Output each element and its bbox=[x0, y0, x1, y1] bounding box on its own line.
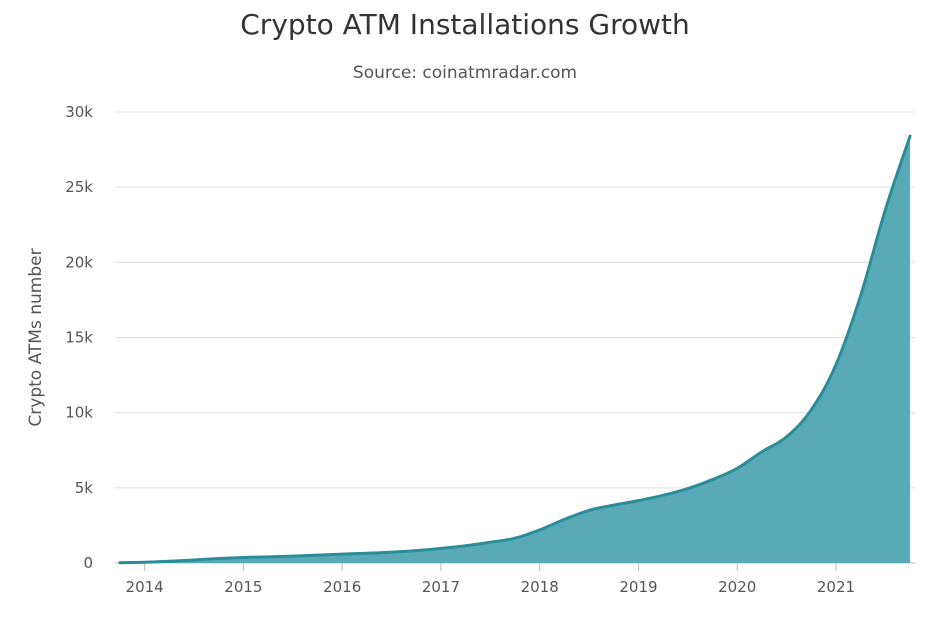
chart-subtitle: Source: coinatmradar.com bbox=[352, 63, 578, 83]
y-tick-label-5: 25k bbox=[65, 178, 93, 196]
y-tick-label-3: 15k bbox=[65, 329, 93, 347]
x-tick-label-6: 2020 bbox=[718, 578, 756, 596]
x-tick-label-5: 2019 bbox=[619, 578, 657, 596]
x-tick-label-3: 2017 bbox=[422, 578, 460, 596]
y-tick-label-1: 5k bbox=[75, 479, 94, 497]
chart-title: Crypto ATM Installations Growth bbox=[240, 8, 690, 41]
series-line-0 bbox=[118, 134, 912, 565]
x-tick-label-0: 2014 bbox=[126, 578, 164, 596]
y-tick-label-6: 30k bbox=[65, 103, 93, 121]
y-axis-label: Crypto ATMs number bbox=[26, 248, 46, 426]
y-tick-label-4: 20k bbox=[65, 253, 93, 271]
y-tick-label-2: 10k bbox=[65, 404, 93, 422]
y-tick-label-0: 0 bbox=[83, 554, 93, 572]
x-tick-label-2: 2016 bbox=[323, 578, 361, 596]
x-tick-label-1: 2015 bbox=[224, 578, 262, 596]
x-tick-label-4: 2018 bbox=[521, 578, 559, 596]
series-area-0 bbox=[119, 136, 911, 564]
x-tick-label-7: 2021 bbox=[817, 578, 855, 596]
